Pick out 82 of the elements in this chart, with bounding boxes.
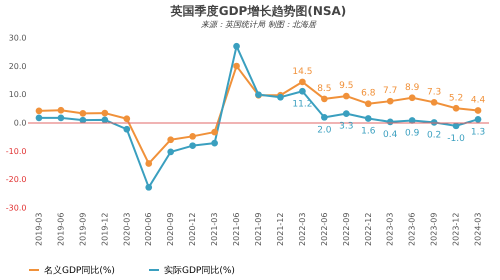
- data-label: 2.0: [317, 125, 332, 136]
- x-tick-label: 2020-09: [166, 212, 176, 246]
- data-label: 3.3: [339, 122, 354, 132]
- data-label: 14.5: [292, 66, 312, 77]
- x-tick-label: 2019-09: [78, 212, 88, 246]
- point: [167, 136, 174, 144]
- point: [321, 96, 328, 102]
- y-tick-label: -10.0: [6, 146, 26, 156]
- x-tick-label: 2019-06: [56, 212, 66, 246]
- point: [211, 140, 218, 146]
- data-label: 1.3: [470, 127, 486, 138]
- x-tick-label: 2020-12: [188, 212, 198, 246]
- point: [474, 116, 482, 123]
- point: [364, 100, 372, 108]
- data-label: 0.9: [405, 128, 420, 138]
- y-tick-label: 10.0: [8, 90, 26, 100]
- x-tick-label: 2023-06: [408, 212, 417, 246]
- point: [189, 132, 196, 140]
- x-tick-label: 2019-03: [34, 212, 44, 246]
- chart-title: 英国季度GDP增长趋势图(NSA): [170, 4, 346, 18]
- point: [474, 107, 482, 114]
- point: [36, 114, 42, 122]
- y-tick-label: 0.0: [14, 118, 26, 128]
- point: [321, 114, 328, 121]
- y-tick-label: -30.0: [6, 204, 26, 212]
- point: [430, 98, 438, 106]
- point: [364, 115, 372, 122]
- x-tick-label: 2022-03: [298, 212, 307, 246]
- x-tick-label: 2022-09: [342, 212, 351, 246]
- point: [452, 104, 460, 112]
- x-tick-label: 2021-12: [276, 212, 285, 246]
- data-label: 7.3: [426, 87, 442, 98]
- x-tick-label: 2021-06: [232, 212, 242, 246]
- point: [101, 110, 108, 116]
- data-label: 9.5: [339, 81, 354, 92]
- x-tick-label: 2022-12: [364, 212, 373, 246]
- data-label: -1.0: [447, 134, 466, 144]
- x-tick-label: 2021-09: [254, 212, 263, 246]
- chart-subtitle: 来源：英国统计局 制图：北海居: [201, 20, 317, 29]
- point: [342, 110, 350, 117]
- point: [299, 78, 306, 86]
- point: [408, 94, 416, 102]
- point: [36, 107, 42, 114]
- x-tick-label: 2022-06: [320, 212, 329, 246]
- point: [145, 184, 152, 191]
- data-label: 8.5: [317, 84, 332, 94]
- point: [145, 160, 152, 167]
- data-label: 6.8: [361, 88, 376, 99]
- data-label: 1.6: [361, 126, 376, 136]
- x-tick-label: 2019-12: [100, 212, 110, 246]
- point: [58, 106, 64, 114]
- data-label: 5.2: [448, 93, 464, 104]
- point: [167, 148, 174, 156]
- point: [211, 128, 218, 136]
- data-label: 8.9: [405, 82, 420, 93]
- y-tick-label: 30.0: [8, 34, 26, 42]
- point: [233, 42, 240, 50]
- point: [342, 92, 350, 100]
- x-tick-label: 2024-03: [474, 212, 483, 246]
- data-label: 0.2: [426, 130, 442, 140]
- point: [386, 98, 394, 105]
- x-tick-label: 2020-03: [122, 212, 132, 246]
- point: [123, 126, 130, 133]
- data-label: 4.4: [470, 96, 486, 106]
- x-tick-label: 2021-03: [210, 212, 220, 246]
- point: [233, 62, 240, 70]
- y-tick-label: -20.0: [6, 175, 26, 184]
- x-tick-label: 2023-09: [430, 212, 439, 246]
- point: [299, 88, 306, 95]
- x-tick-label: 2020-06: [144, 212, 154, 246]
- legend-label: 实际GDP同比(%): [164, 265, 235, 276]
- point: [101, 116, 108, 124]
- y-tick-label: 20.0: [8, 62, 26, 71]
- x-tick-label: 2023-12: [452, 212, 461, 246]
- x-tick-label: 2023-03: [386, 212, 395, 246]
- point: [58, 114, 64, 122]
- point: [123, 115, 130, 122]
- point: [80, 110, 86, 117]
- data-label: 7.7: [383, 86, 398, 96]
- point: [189, 142, 196, 150]
- legend-label: 名义GDP同比(%): [44, 265, 115, 276]
- data-label: 0.4: [383, 130, 398, 140]
